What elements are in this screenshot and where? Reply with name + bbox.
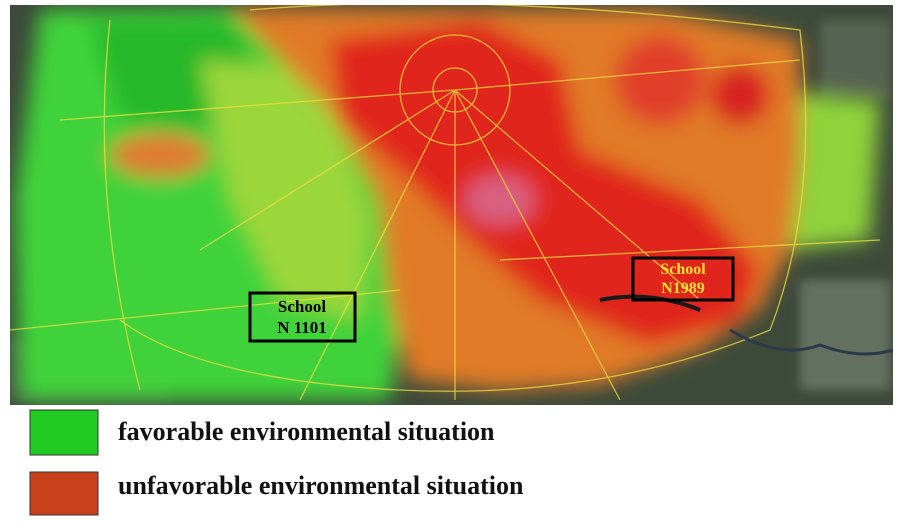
school-box bbox=[631, 256, 735, 302]
school-label-text: School bbox=[660, 261, 706, 278]
river bbox=[729, 328, 893, 356]
legend-swatch bbox=[29, 471, 99, 516]
favorable-zone bbox=[200, 60, 370, 320]
school-label-text: N 1101 bbox=[277, 318, 327, 337]
school-label-text: N1989 bbox=[661, 280, 705, 297]
school-label-text: School bbox=[278, 297, 326, 316]
legend: favorable environmental situation unfavo… bbox=[29, 409, 524, 516]
school-box bbox=[248, 291, 357, 343]
school-label: School N1989 bbox=[631, 256, 735, 302]
legend-label: favorable environmental situation bbox=[118, 417, 495, 446]
legend-label: unfavorable environmental situation bbox=[118, 471, 524, 500]
school-label: School N 1101 bbox=[248, 291, 357, 343]
river bbox=[599, 294, 701, 312]
map: School N 1101 School N1989 bbox=[10, 5, 893, 405]
roads bbox=[10, 5, 881, 401]
legend-swatch bbox=[29, 409, 99, 456]
